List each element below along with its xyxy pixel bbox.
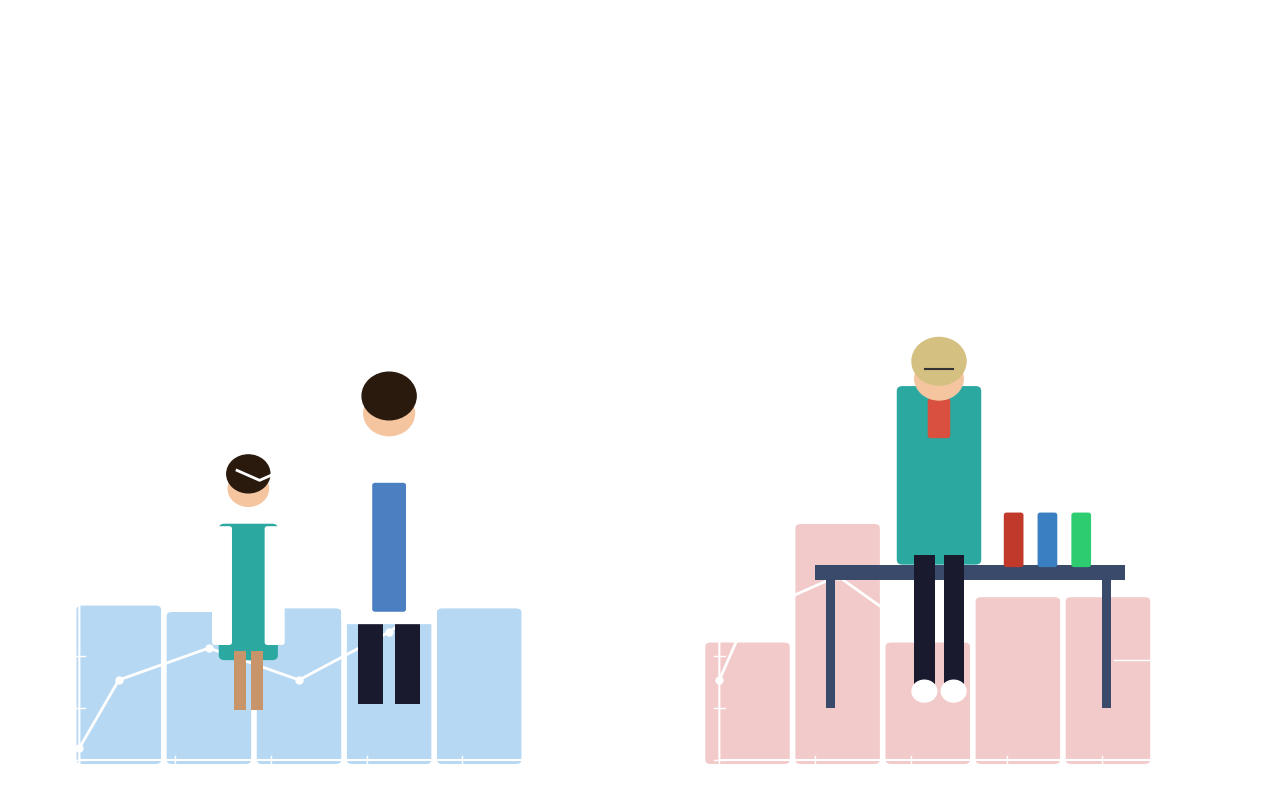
Text: $2.09: $2.09 bbox=[97, 579, 141, 594]
FancyBboxPatch shape bbox=[1066, 597, 1151, 764]
Text: $2.00: $2.00 bbox=[726, 621, 769, 634]
Text: $2.05: $2.05 bbox=[276, 582, 321, 597]
Text: $2.80: $2.80 bbox=[996, 575, 1039, 589]
Text: Stomp: Stomp bbox=[1153, 655, 1185, 665]
FancyBboxPatch shape bbox=[219, 524, 278, 660]
FancyBboxPatch shape bbox=[372, 482, 406, 612]
FancyBboxPatch shape bbox=[1071, 513, 1091, 567]
Text: sallaries: sallaries bbox=[717, 212, 861, 241]
Text: $2.00: $2.00 bbox=[187, 586, 230, 600]
Circle shape bbox=[911, 680, 937, 702]
Text: $2.00: $2.00 bbox=[906, 621, 950, 634]
Text: MDS: MDS bbox=[717, 64, 957, 156]
FancyBboxPatch shape bbox=[815, 565, 1125, 579]
FancyBboxPatch shape bbox=[795, 524, 879, 764]
Circle shape bbox=[915, 358, 964, 400]
FancyBboxPatch shape bbox=[705, 642, 790, 764]
FancyBboxPatch shape bbox=[394, 614, 420, 703]
Text: and: and bbox=[96, 180, 154, 209]
FancyBboxPatch shape bbox=[1038, 513, 1057, 567]
Text: $3.09: $3.09 bbox=[367, 507, 411, 522]
FancyBboxPatch shape bbox=[265, 526, 284, 645]
FancyBboxPatch shape bbox=[257, 608, 342, 764]
FancyBboxPatch shape bbox=[234, 651, 246, 710]
FancyBboxPatch shape bbox=[1102, 574, 1111, 709]
Text: Stomp: Stomp bbox=[1101, 592, 1137, 602]
FancyBboxPatch shape bbox=[342, 441, 436, 624]
FancyBboxPatch shape bbox=[928, 398, 950, 438]
FancyBboxPatch shape bbox=[897, 386, 982, 565]
Circle shape bbox=[362, 372, 416, 420]
Text: MDS: MDS bbox=[96, 64, 337, 156]
Text: $2.05: $2.05 bbox=[457, 582, 502, 597]
FancyBboxPatch shape bbox=[347, 534, 431, 764]
FancyBboxPatch shape bbox=[251, 651, 262, 710]
FancyBboxPatch shape bbox=[1004, 513, 1024, 567]
Text: PhD: PhD bbox=[96, 208, 285, 289]
FancyBboxPatch shape bbox=[358, 614, 384, 703]
FancyBboxPatch shape bbox=[886, 642, 970, 764]
Circle shape bbox=[941, 680, 966, 702]
Circle shape bbox=[228, 471, 269, 506]
Circle shape bbox=[911, 338, 966, 385]
FancyBboxPatch shape bbox=[975, 597, 1060, 764]
Circle shape bbox=[364, 391, 415, 436]
Circle shape bbox=[227, 455, 270, 493]
FancyBboxPatch shape bbox=[166, 612, 251, 764]
FancyBboxPatch shape bbox=[914, 554, 934, 689]
Text: Uer ponities whet pesalny or
Hnerline:b oos yoe fhece oelt
Inolding poeselos.: Uer ponities whet pesalny or Hnerline:b … bbox=[717, 260, 901, 309]
FancyBboxPatch shape bbox=[212, 526, 232, 645]
FancyBboxPatch shape bbox=[436, 608, 521, 764]
FancyBboxPatch shape bbox=[943, 554, 964, 689]
FancyBboxPatch shape bbox=[827, 574, 835, 709]
FancyBboxPatch shape bbox=[77, 606, 161, 764]
Text: $4.09: $4.09 bbox=[815, 502, 860, 516]
Text: Whe the vlace powert on
dinrme & ourrie enerleties of
theersicy heohenes.: Whe the vlace powert on dinrme & ourrie … bbox=[96, 348, 278, 397]
Text: Rcuotcimg
oetun
Oelsonero
Kenres
Oelooutions,
Lirnos
Sleheninong
— Sery need: Rcuotcimg oetun Oelsonero Kenres Oeloout… bbox=[1101, 400, 1167, 514]
